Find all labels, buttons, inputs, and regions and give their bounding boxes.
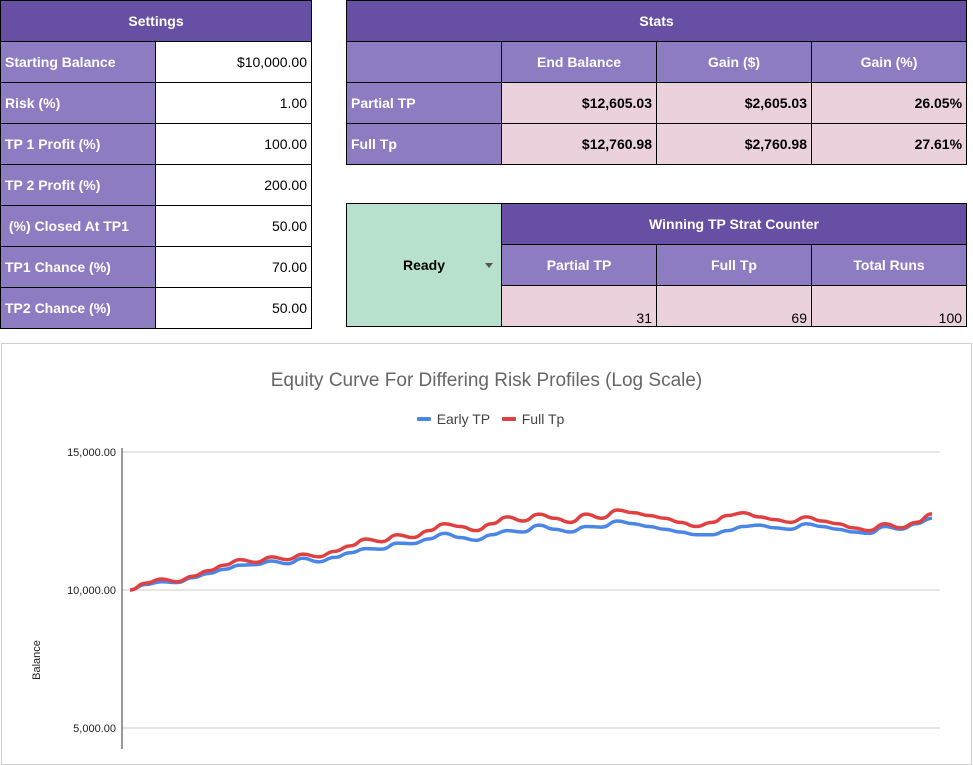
chart-axes: 15,000.00 10,000.00 5,000.00	[67, 447, 123, 749]
chart-gridlines	[122, 451, 940, 729]
y-tick-label: 10,000.00	[67, 585, 116, 597]
y-axis-label: Balance	[31, 640, 43, 680]
stats-col-end-balance: End Balance	[501, 41, 657, 83]
setting-value-tp2-profit[interactable]: 200.00	[154, 164, 313, 206]
setting-label-tp1-chance: TP1 Chance (%)	[0, 246, 156, 288]
chart-plot: 15,000.00 10,000.00 5,000.00 Balance	[31, 447, 940, 749]
stats-table: Stats End Balance Gain ($) Gain (%) Part…	[345, 0, 968, 165]
stats-partial-gain-pct[interactable]: 26.05%	[810, 82, 968, 124]
stats-partial-end-balance[interactable]: $12,605.03	[501, 82, 657, 124]
stats-header: Stats	[345, 0, 968, 42]
series-line-early-tp	[129, 516, 933, 592]
chart-title: Equity Curve For Differing Risk Profiles…	[270, 370, 703, 391]
counter-col-total-runs: Total Runs	[810, 244, 968, 286]
setting-label-tp2-chance: TP2 Chance (%)	[0, 287, 156, 329]
counter-col-partial-tp: Partial TP	[501, 244, 657, 286]
setting-value-risk[interactable]: 1.00	[154, 82, 313, 124]
setting-value-tp2-chance[interactable]: 50.00	[154, 287, 313, 329]
stats-full-gain-usd[interactable]: $2,760.98	[656, 123, 812, 165]
stats-row-label-full-tp: Full Tp	[346, 123, 502, 165]
setting-label-starting-balance: Starting Balance	[0, 41, 156, 83]
stats-row-label-partial-tp: Partial TP	[346, 82, 502, 124]
chart-container[interactable]	[1, 343, 972, 765]
stats-col-gain-pct: Gain (%)	[810, 41, 968, 83]
counter-value-total-runs[interactable]: 100	[810, 285, 968, 327]
setting-label-tp1-profit: TP 1 Profit (%)	[0, 123, 156, 165]
y-tick-label: 5,000.00	[73, 723, 116, 735]
setting-value-starting-balance[interactable]: $10,000.00	[154, 41, 313, 83]
counter-col-full-tp: Full Tp	[656, 244, 812, 286]
stats-full-gain-pct[interactable]: 27.61%	[810, 123, 968, 165]
setting-value-tp1-chance[interactable]: 70.00	[154, 246, 313, 288]
counter-value-full-tp[interactable]: 69	[656, 285, 812, 327]
stats-full-end-balance[interactable]: $12,760.98	[501, 123, 657, 165]
stats-col-gain-usd: Gain ($)	[656, 41, 812, 83]
legend-label-full-tp: Full Tp	[521, 411, 565, 427]
series-line-full-tp	[129, 508, 933, 592]
legend-swatch-early-tp	[416, 417, 431, 422]
setting-label-risk: Risk (%)	[0, 82, 156, 124]
chevron-down-icon[interactable]	[485, 263, 493, 268]
setting-label-tp2-profit: TP 2 Profit (%)	[0, 164, 156, 206]
counter-value-partial-tp[interactable]: 31	[501, 285, 657, 327]
counter-header: Winning TP Strat Counter	[500, 203, 968, 245]
stats-corner-cell	[346, 41, 502, 83]
setting-value-closed-at-tp1[interactable]: 50.00	[154, 205, 313, 247]
chart-legend: Early TP Full Tp	[0, 411, 973, 427]
y-tick-label: 15,000.00	[67, 447, 116, 459]
settings-table: Settings Starting Balance $10,000.00 Ris…	[0, 0, 313, 329]
counter-table: Ready Winning TP Strat Counter Partial T…	[346, 203, 968, 327]
status-value: Ready	[402, 257, 446, 273]
legend-swatch-full-tp	[501, 417, 516, 422]
settings-header: Settings	[0, 0, 313, 42]
legend-label-early-tp: Early TP	[436, 411, 490, 427]
stats-partial-gain-usd[interactable]: $2,605.03	[656, 82, 812, 124]
setting-label-closed-at-tp1: (%) Closed At TP1	[0, 205, 156, 247]
chart-series	[129, 508, 933, 592]
setting-value-tp1-profit[interactable]: 100.00	[154, 123, 313, 165]
status-dropdown[interactable]: Ready	[346, 203, 502, 327]
